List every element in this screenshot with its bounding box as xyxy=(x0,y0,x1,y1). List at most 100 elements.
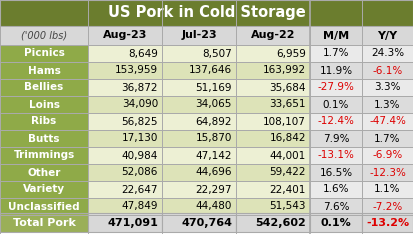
Text: Unclassified: Unclassified xyxy=(8,201,80,212)
Bar xyxy=(310,130,362,147)
Bar xyxy=(162,130,236,147)
Bar xyxy=(236,147,310,164)
Bar xyxy=(0,62,88,79)
Text: 137,646: 137,646 xyxy=(189,66,232,76)
Bar xyxy=(88,113,162,130)
Text: M/M: M/M xyxy=(323,30,349,40)
Bar xyxy=(236,96,310,113)
Text: 7.6%: 7.6% xyxy=(323,201,349,212)
Text: -13.2%: -13.2% xyxy=(366,217,409,227)
Bar xyxy=(362,113,413,130)
Bar xyxy=(162,96,236,113)
Bar xyxy=(310,147,362,164)
Bar xyxy=(162,45,236,62)
Text: 11.9%: 11.9% xyxy=(319,66,353,76)
Bar xyxy=(162,181,236,198)
Bar xyxy=(236,164,310,181)
Bar xyxy=(362,130,413,147)
Bar xyxy=(162,164,236,181)
Text: 24.3%: 24.3% xyxy=(371,48,404,58)
Bar xyxy=(162,147,236,164)
Bar xyxy=(310,26,362,45)
Bar xyxy=(162,62,236,79)
Text: Aug-23: Aug-23 xyxy=(103,30,147,40)
Bar xyxy=(236,181,310,198)
Text: 51,543: 51,543 xyxy=(270,201,306,212)
Text: Variety: Variety xyxy=(23,184,65,194)
Text: Aug-22: Aug-22 xyxy=(251,30,295,40)
Text: 33,651: 33,651 xyxy=(270,99,306,110)
Text: 0.1%: 0.1% xyxy=(323,99,349,110)
Text: 542,602: 542,602 xyxy=(255,217,306,227)
Bar xyxy=(88,79,162,96)
Text: US Pork in Cold Storage: US Pork in Cold Storage xyxy=(108,6,305,21)
Text: 47,849: 47,849 xyxy=(121,201,158,212)
Text: 34,065: 34,065 xyxy=(196,99,232,110)
Bar xyxy=(362,79,413,96)
Bar xyxy=(236,45,310,62)
Text: Other: Other xyxy=(27,168,61,178)
Text: -12.3%: -12.3% xyxy=(369,168,406,178)
Bar xyxy=(310,79,362,96)
Bar xyxy=(88,62,162,79)
Bar xyxy=(310,113,362,130)
Bar xyxy=(0,96,88,113)
Text: 8,649: 8,649 xyxy=(128,48,158,58)
Bar xyxy=(310,45,362,62)
Text: 22,297: 22,297 xyxy=(195,184,232,194)
Bar xyxy=(0,130,88,147)
Bar xyxy=(236,62,310,79)
Text: Trimmings: Trimmings xyxy=(13,150,75,161)
Bar xyxy=(236,79,310,96)
Bar xyxy=(162,26,236,45)
Text: 108,107: 108,107 xyxy=(263,117,306,127)
Bar xyxy=(88,45,162,62)
Text: 1.1%: 1.1% xyxy=(374,184,401,194)
Bar xyxy=(0,79,88,96)
Text: 64,892: 64,892 xyxy=(195,117,232,127)
Text: -7.2%: -7.2% xyxy=(373,201,403,212)
Bar xyxy=(362,198,413,215)
Bar xyxy=(88,147,162,164)
Text: 1.3%: 1.3% xyxy=(374,99,401,110)
Bar xyxy=(0,45,88,62)
Text: 17,130: 17,130 xyxy=(121,134,158,143)
Text: -47.4%: -47.4% xyxy=(369,117,406,127)
Bar xyxy=(362,164,413,181)
Text: -13.1%: -13.1% xyxy=(318,150,354,161)
Text: Butts: Butts xyxy=(28,134,60,143)
Text: 40,984: 40,984 xyxy=(121,150,158,161)
Text: Hams: Hams xyxy=(28,66,60,76)
Text: -6.1%: -6.1% xyxy=(373,66,403,76)
Text: 16.5%: 16.5% xyxy=(319,168,353,178)
Text: 59,422: 59,422 xyxy=(270,168,306,178)
Text: Jul-23: Jul-23 xyxy=(181,30,217,40)
Bar xyxy=(236,198,310,215)
Text: 22,401: 22,401 xyxy=(270,184,306,194)
Text: 6,959: 6,959 xyxy=(276,48,306,58)
Text: 44,001: 44,001 xyxy=(270,150,306,161)
Text: 1.7%: 1.7% xyxy=(374,134,401,143)
Bar xyxy=(88,164,162,181)
Bar xyxy=(236,130,310,147)
Bar xyxy=(362,147,413,164)
Text: 8,507: 8,507 xyxy=(202,48,232,58)
Text: 22,647: 22,647 xyxy=(121,184,158,194)
Text: 16,842: 16,842 xyxy=(270,134,306,143)
Text: 51,169: 51,169 xyxy=(195,83,232,92)
Bar xyxy=(362,62,413,79)
Bar xyxy=(310,198,362,215)
Bar xyxy=(362,45,413,62)
Text: 52,086: 52,086 xyxy=(121,168,158,178)
Text: 35,684: 35,684 xyxy=(270,83,306,92)
Text: 56,825: 56,825 xyxy=(121,117,158,127)
Text: 153,959: 153,959 xyxy=(115,66,158,76)
Bar xyxy=(310,62,362,79)
Bar xyxy=(162,79,236,96)
Text: 7.9%: 7.9% xyxy=(323,134,349,143)
Text: 34,090: 34,090 xyxy=(122,99,158,110)
Text: -27.9%: -27.9% xyxy=(318,83,354,92)
Text: -12.4%: -12.4% xyxy=(318,117,354,127)
Text: 44,480: 44,480 xyxy=(196,201,232,212)
Bar xyxy=(88,213,162,232)
